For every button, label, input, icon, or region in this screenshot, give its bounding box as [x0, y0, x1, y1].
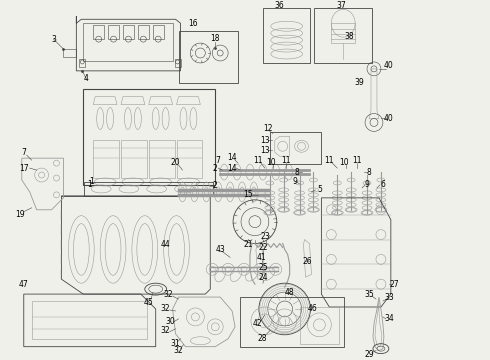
Text: 42: 42	[253, 319, 263, 328]
Bar	[84, 182, 213, 196]
Text: 11: 11	[324, 156, 334, 165]
Text: 12: 12	[263, 124, 272, 133]
Text: 8: 8	[294, 167, 299, 176]
Text: 44: 44	[161, 240, 171, 249]
Bar	[83, 89, 215, 185]
Text: 1: 1	[89, 177, 94, 186]
Bar	[32, 301, 147, 339]
Text: 1: 1	[87, 180, 92, 189]
Text: 14: 14	[227, 163, 237, 172]
Bar	[315, 8, 372, 63]
Text: 10: 10	[266, 158, 275, 167]
Text: 43: 43	[215, 245, 225, 254]
Text: 11: 11	[281, 156, 291, 165]
Text: 38: 38	[344, 32, 354, 41]
Text: 28: 28	[257, 334, 267, 343]
Text: 23: 23	[260, 232, 270, 241]
Text: 18: 18	[211, 33, 220, 42]
Bar	[123, 25, 134, 39]
Bar	[83, 23, 172, 61]
Text: 36: 36	[275, 1, 285, 10]
Text: 37: 37	[336, 1, 346, 10]
Bar	[149, 140, 174, 178]
Text: 17: 17	[19, 163, 28, 172]
Bar	[121, 140, 147, 178]
Text: 3: 3	[51, 35, 56, 44]
Bar	[270, 132, 321, 164]
Text: 40: 40	[384, 62, 394, 71]
Text: 9: 9	[365, 180, 369, 189]
Text: 7: 7	[22, 148, 26, 157]
Text: 4: 4	[84, 74, 89, 83]
Text: 15: 15	[243, 190, 253, 199]
Text: 45: 45	[144, 297, 154, 306]
Text: 32: 32	[164, 289, 173, 298]
Text: 14: 14	[227, 153, 237, 162]
Text: 29: 29	[364, 350, 374, 359]
Bar	[176, 140, 202, 178]
Text: 19: 19	[15, 210, 24, 219]
Bar	[79, 59, 85, 67]
Text: 13: 13	[260, 136, 270, 145]
Text: 47: 47	[19, 280, 28, 289]
Text: 9: 9	[292, 177, 297, 186]
Text: 24: 24	[258, 273, 268, 282]
Text: 33: 33	[384, 293, 394, 302]
Text: 5: 5	[317, 185, 322, 194]
Bar	[138, 25, 149, 39]
Text: 41: 41	[257, 253, 267, 262]
Text: 11: 11	[352, 156, 362, 165]
Bar	[331, 23, 355, 43]
Text: 6: 6	[380, 180, 385, 189]
Text: 10: 10	[340, 158, 349, 167]
Bar	[174, 59, 180, 67]
Text: 21: 21	[243, 240, 253, 249]
Text: 2: 2	[213, 163, 218, 172]
Text: 34: 34	[384, 314, 394, 323]
Text: 8: 8	[367, 167, 371, 176]
Bar	[108, 25, 119, 39]
Text: 2: 2	[213, 181, 218, 190]
Text: 20: 20	[171, 158, 180, 167]
Bar	[153, 25, 164, 39]
Bar	[240, 297, 344, 347]
Text: 16: 16	[189, 19, 198, 28]
Bar	[93, 25, 104, 39]
Text: 32: 32	[161, 326, 171, 335]
Text: 32: 32	[161, 305, 171, 314]
Text: 40: 40	[384, 114, 394, 123]
Text: 13: 13	[260, 146, 270, 155]
Text: 25: 25	[258, 263, 268, 272]
Text: 48: 48	[285, 288, 294, 297]
Text: 39: 39	[354, 78, 364, 87]
Bar	[178, 31, 238, 83]
Text: 26: 26	[303, 257, 312, 266]
Text: 46: 46	[308, 305, 318, 314]
Text: 31: 31	[171, 339, 180, 348]
Text: 22: 22	[258, 243, 268, 252]
Bar	[93, 140, 119, 178]
Text: 11: 11	[253, 156, 263, 165]
Text: 32: 32	[174, 346, 183, 355]
Bar	[263, 8, 311, 63]
Text: 30: 30	[166, 318, 175, 327]
Text: 7: 7	[216, 156, 220, 165]
Text: 35: 35	[364, 289, 374, 298]
Text: 27: 27	[389, 280, 399, 289]
